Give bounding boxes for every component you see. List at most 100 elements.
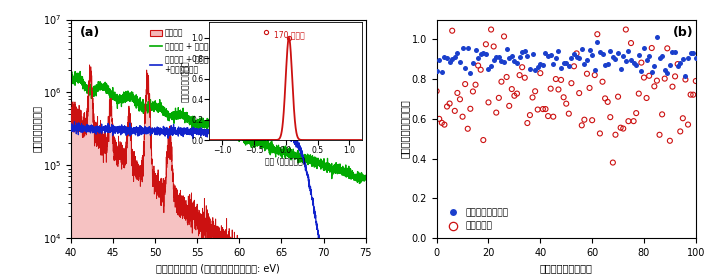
Point [519,76,530,80]
Point [623,49,634,54]
Point [522,54,533,59]
Point [470,48,481,52]
Point [672,62,683,66]
Point [571,55,582,60]
Legend: 光シンセサイザー, フリーラン: 光シンセサイザー, フリーラン [441,206,511,234]
Point [553,87,564,92]
Point [439,55,450,60]
Point [516,65,528,69]
Point [555,66,567,70]
Point [628,119,639,123]
Point [506,54,518,59]
Point [610,57,621,61]
Point [641,96,652,100]
Point [667,85,678,89]
Point [597,80,608,84]
Text: (a): (a) [80,26,100,39]
Point [527,52,538,56]
Point [535,62,546,66]
Point [571,51,582,56]
Point [602,62,613,66]
Point [537,107,549,111]
Point [665,139,676,143]
Point [444,60,455,64]
Point [677,57,689,62]
Point [690,56,701,60]
Point [530,89,541,94]
Point [511,91,523,96]
Point [519,49,530,53]
Point [610,132,621,137]
Point [687,92,699,97]
Point [576,123,587,128]
Point [641,57,652,62]
Point [674,129,686,134]
Point [503,104,515,108]
Point [599,63,611,67]
Point [498,34,510,39]
Point [597,52,608,57]
Point [679,77,691,82]
Point [467,60,479,65]
Point [579,62,590,67]
Point [560,101,572,106]
Point [452,91,463,95]
Point [470,82,481,87]
Point [635,69,647,73]
Point [635,60,647,65]
Point [662,71,673,76]
Point [442,55,453,60]
Point [662,46,673,51]
Point [618,53,629,58]
Point [516,50,528,55]
Point [442,104,453,109]
Point [670,74,681,79]
Point [670,50,681,54]
Point [550,56,562,60]
Point [591,32,603,36]
Point [591,40,603,45]
X-axis label: 光子エネルギー (エレクトロンボルト: eV): 光子エネルギー (エレクトロンボルト: eV) [156,263,280,273]
Point [638,46,650,50]
Point [459,82,471,86]
Point [501,47,513,52]
Point [514,54,525,59]
Point [449,55,461,59]
Y-axis label: 高次高調波の強度変動: 高次高調波の強度変動 [400,99,410,158]
Point [496,80,507,84]
Point [633,91,645,96]
Point [649,84,660,88]
Y-axis label: 高次高調波の強度: 高次高調波の強度 [31,105,41,152]
Point [615,125,626,130]
Point [628,61,639,66]
Text: (b): (b) [672,26,693,39]
Point [654,132,665,137]
Point [480,42,491,46]
Point [657,112,668,116]
Point [682,122,694,127]
Point [462,127,474,131]
Point [589,68,601,73]
X-axis label: 時間 (フェムト秒): 時間 (フェムト秒) [266,157,306,166]
Point [581,71,593,76]
Point [454,60,466,64]
Point [457,46,469,50]
Point [431,89,442,93]
Point [630,63,642,67]
Point [630,111,642,115]
Point [532,107,543,112]
Point [537,63,549,67]
Point [436,121,447,125]
Point [690,79,701,83]
Point [612,94,623,99]
Legend: ボンプ光, ボンプ光 + シグナル光, ボンプ光 + シグナル光
+アイドラー光: ボンプ光, ボンプ光 + シグナル光, ボンプ光 + シグナル光 +アイドラー光 [147,25,220,77]
Point [581,58,593,62]
Point [657,53,668,58]
Point [558,61,569,65]
Point [436,70,447,74]
Point [579,118,590,122]
Point [431,68,442,73]
Point [550,77,562,81]
Point [685,51,697,56]
Point [527,95,538,100]
